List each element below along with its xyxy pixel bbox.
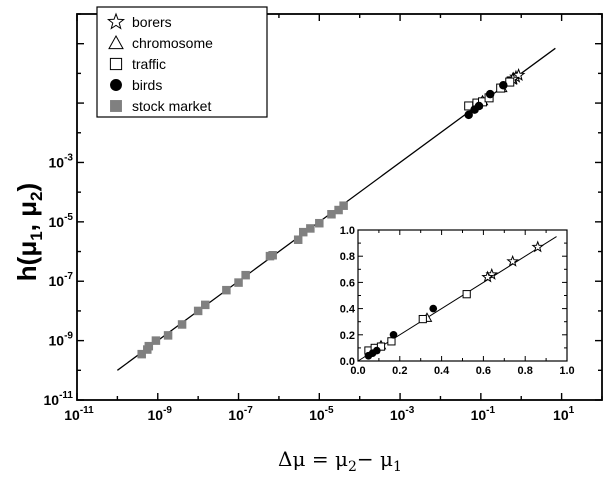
legend-label: chromosome [132, 35, 213, 51]
inset-y-tick-label: 0.2 [340, 330, 355, 342]
legend-marker-chromosome [108, 34, 124, 50]
x-tick-label: 10-5 [309, 405, 334, 423]
inset-birds-point [429, 304, 438, 313]
legend-label: stock market [132, 98, 211, 114]
inset-y-tick-label: 0.6 [340, 277, 355, 289]
inset-x-tick-label: 0.0 [350, 365, 365, 377]
y-axis-label: h(μ1, μ2) [12, 183, 46, 281]
inset-x-tick-label: 0.2 [392, 365, 407, 377]
y-tick-label: 10-5 [49, 212, 74, 230]
stock-market-point [234, 278, 243, 287]
x-tick-label: 10-7 [228, 405, 253, 423]
stock-market-point [201, 300, 210, 310]
y-tick-label: 10-7 [49, 271, 74, 289]
birds-point [499, 80, 508, 90]
inset-birds-point [389, 330, 398, 339]
legend-marker-traffic [109, 57, 123, 71]
inset-chart: 0.0 0.2 0.4 0.6 0.8 1.0 0.0 0.2 0.4 0.6 0.8 1.0 [340, 225, 575, 377]
legend: borers chromosome traffic birds stock market [96, 6, 268, 118]
x-axis-label: Δμ = μ2− μ1 [278, 447, 402, 475]
stock-market-point [268, 250, 277, 260]
inset-y-tick-label: 1.0 [340, 225, 355, 237]
stock-market-point [334, 205, 343, 215]
y-tick-label: 10-11 [44, 390, 74, 408]
inset-borers-point [506, 254, 519, 267]
inset-borers-point [481, 270, 494, 283]
stock-market-point [306, 224, 315, 233]
inset-borers-point [531, 240, 545, 253]
birds-point [464, 110, 473, 120]
stock-market-point [163, 331, 173, 340]
stock-market-point [298, 227, 308, 237]
inset-y-tick-label: 0.0 [340, 356, 355, 368]
stock-market-point [137, 349, 146, 359]
x-tick-label: 10-11 [64, 405, 94, 423]
legend-marker-birds [110, 79, 122, 91]
inset-birds-point [372, 346, 381, 355]
inset-traffic-point [387, 337, 396, 346]
legend-box [96, 6, 268, 118]
legend-label: borers [132, 14, 172, 30]
stock-market-point [222, 285, 231, 295]
inset-traffic-point [376, 342, 386, 351]
stock-market-point [241, 270, 250, 280]
stock-market-point [315, 218, 324, 228]
legend-label: birds [132, 77, 162, 93]
inset-traffic-point [462, 290, 471, 299]
legend-marker-borers [106, 12, 126, 30]
legend-marker-stock-market [110, 100, 122, 112]
inset-x-tick-label: 1.0 [559, 365, 574, 377]
inset-x-tick-label: 0.8 [518, 365, 533, 377]
inset-traffic-point [418, 314, 427, 324]
inset-y-tick-label: 0.4 [340, 304, 356, 316]
stock-market-point [193, 306, 203, 316]
legend-label: traffic [132, 56, 166, 72]
stock-market-point [144, 341, 154, 351]
birds-point [474, 101, 484, 111]
x-tick-label: 10-3 [390, 405, 415, 423]
birds-point [485, 89, 495, 99]
x-tick-label: 101 [553, 405, 575, 423]
stock-market-point [339, 201, 348, 210]
stock-market-point [151, 336, 161, 345]
x-tick-label: 10-1 [471, 405, 496, 423]
inset-x-tick-label: 0.4 [434, 365, 450, 377]
y-tick-label: 10-3 [49, 152, 74, 170]
inset-y-tick-label: 0.8 [340, 251, 355, 263]
inset-x-tick-label: 0.6 [476, 365, 491, 377]
stock-market-point [177, 320, 187, 329]
stock-market-point [293, 235, 303, 244]
x-tick-label: 10-9 [148, 405, 173, 423]
plot-frame [76, 13, 603, 401]
stock-market-point [327, 210, 336, 219]
y-tick-label: 10-9 [49, 331, 74, 349]
